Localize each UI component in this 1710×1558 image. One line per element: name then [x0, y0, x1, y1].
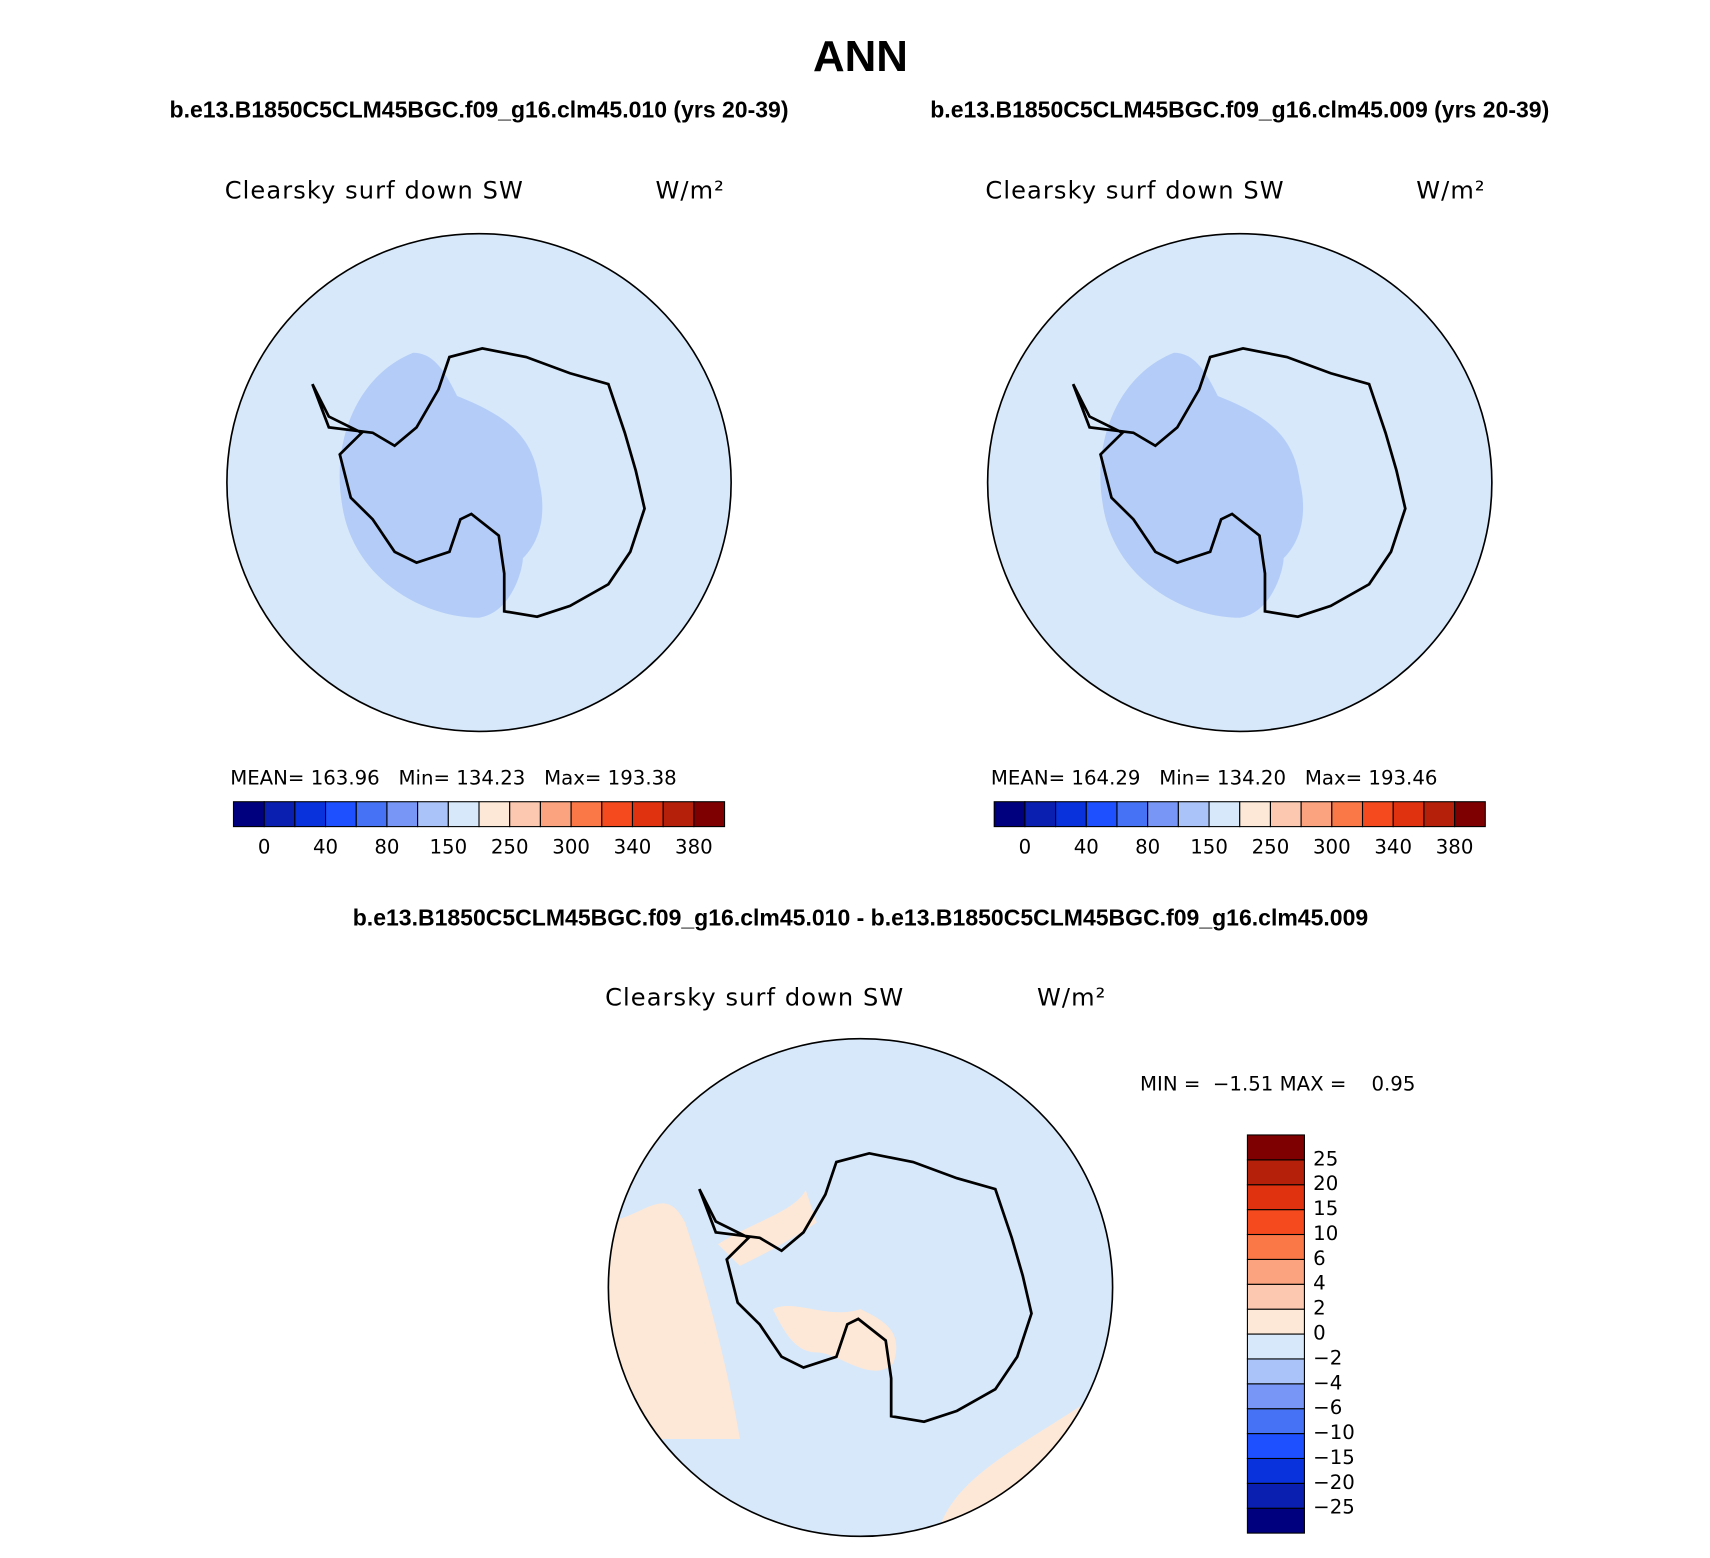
colorbar-box	[1423, 801, 1456, 828]
map	[226, 232, 732, 733]
colorbar-box	[1147, 801, 1179, 828]
colorbar-label: 300	[552, 836, 590, 859]
colorbar-box	[1331, 801, 1364, 828]
colorbar-box	[1246, 1134, 1305, 1161]
colorbar-label: −15	[1313, 1446, 1355, 1469]
colorbar-label: 250	[491, 836, 529, 859]
units-label: W/m²	[1037, 984, 1106, 1012]
colorbar-box	[1246, 1283, 1305, 1310]
colorbar-box	[1246, 1159, 1305, 1186]
colorbar-box	[1177, 801, 1210, 828]
colorbar-label: 80	[1135, 836, 1160, 859]
units-label: W/m²	[1416, 177, 1485, 205]
colorbar-label: 0	[1313, 1322, 1326, 1345]
colorbar-box	[1246, 1433, 1305, 1460]
colorbar-box	[1269, 801, 1302, 828]
colorbar-label: 150	[1190, 836, 1228, 859]
field-label: Clearsky surf down SW	[225, 177, 524, 205]
colorbar-box	[1024, 801, 1057, 828]
colorbar-label: 0	[1019, 836, 1032, 859]
colorbar-box	[386, 801, 419, 828]
colorbar-box	[570, 801, 603, 828]
colorbar-box	[325, 801, 357, 828]
colorbar-label: 2	[1313, 1297, 1326, 1320]
colorbar-box	[355, 801, 388, 828]
colorbar-box	[1246, 1507, 1305, 1534]
field-label: Clearsky surf down SW	[985, 177, 1284, 205]
colorbar-label: 150	[430, 836, 468, 859]
colorbar-label: 300	[1313, 836, 1351, 859]
colorbar-box	[1246, 1258, 1305, 1285]
colorbar-box	[993, 801, 1026, 828]
colorbar-box	[294, 801, 327, 828]
colorbar-label: −4	[1313, 1371, 1342, 1394]
map	[986, 232, 1493, 733]
colorbar-label: 4	[1313, 1272, 1326, 1295]
units-label: W/m²	[656, 177, 725, 205]
colorbar-box	[1208, 801, 1241, 828]
colorbar-label: 80	[374, 836, 399, 859]
colorbar-label: −2	[1313, 1347, 1342, 1370]
colorbar-box	[478, 801, 511, 828]
colorbar-box	[1246, 1209, 1305, 1236]
colorbar-box	[1361, 801, 1394, 828]
panel-subtitle: b.e13.B1850C5CLM45BGC.f09_g16.clm45.010 …	[353, 905, 1368, 931]
colorbar-label: −20	[1313, 1471, 1355, 1494]
colorbar-box	[1246, 1233, 1305, 1260]
colorbar-box	[1246, 1308, 1305, 1335]
colorbar-label: −10	[1313, 1421, 1355, 1444]
colorbar-box	[1116, 801, 1149, 828]
colorbar-label: 15	[1313, 1197, 1338, 1220]
stats-label: MIN = −1.51 MAX = 0.95	[1140, 1073, 1415, 1096]
colorbar-box	[232, 801, 265, 828]
colorbar-label: 40	[1074, 836, 1099, 859]
colorbar-box	[509, 801, 541, 828]
colorbar-box	[447, 801, 480, 828]
colorbar-label: 380	[675, 836, 713, 859]
colorbar-box	[1246, 1358, 1305, 1385]
colorbar-label: 6	[1313, 1247, 1326, 1270]
map	[607, 1037, 1114, 1538]
colorbar-box	[417, 801, 449, 828]
colorbar-box	[1246, 1184, 1305, 1211]
colorbar-box	[1392, 801, 1425, 828]
colorbar-label: 10	[1313, 1222, 1338, 1245]
colorbar-box	[1085, 801, 1118, 828]
colorbar-label: 380	[1436, 836, 1474, 859]
colorbar-label: 40	[313, 836, 338, 859]
colorbar-box	[631, 801, 664, 828]
colorbar-label: 25	[1313, 1147, 1338, 1170]
colorbar-box	[1055, 801, 1087, 828]
panel-subtitle: b.e13.B1850C5CLM45BGC.f09_g16.clm45.009 …	[930, 97, 1549, 123]
colorbar-label: 20	[1313, 1172, 1338, 1195]
colorbar-box	[601, 801, 634, 828]
colorbar-box	[539, 801, 572, 828]
colorbar-box	[1246, 1457, 1305, 1484]
figure-title: ANN	[813, 33, 908, 81]
stats-label: MEAN= 164.29 Min= 134.20 Max= 193.46	[991, 767, 1437, 790]
colorbar-box	[1246, 1408, 1305, 1435]
colorbar-box	[263, 801, 296, 828]
colorbar-box	[1246, 1482, 1305, 1509]
colorbar-box	[693, 801, 726, 828]
colorbar-box	[662, 801, 695, 828]
colorbar-label: −6	[1313, 1396, 1342, 1419]
colorbar-label: 250	[1252, 836, 1290, 859]
colorbar-label: −25	[1313, 1496, 1355, 1519]
colorbar-box	[1246, 1383, 1305, 1410]
colorbar-label: 340	[614, 836, 652, 859]
colorbar-label: 0	[258, 836, 271, 859]
colorbar-box	[1300, 801, 1333, 828]
colorbar-box	[1246, 1333, 1305, 1360]
colorbar-label: 340	[1374, 836, 1412, 859]
colorbar-box	[1239, 801, 1271, 828]
field-label: Clearsky surf down SW	[605, 984, 904, 1012]
stats-label: MEAN= 163.96 Min= 134.23 Max= 193.38	[230, 767, 676, 790]
panel-subtitle: b.e13.B1850C5CLM45BGC.f09_g16.clm45.010 …	[170, 97, 789, 123]
colorbar-box	[1454, 801, 1486, 828]
